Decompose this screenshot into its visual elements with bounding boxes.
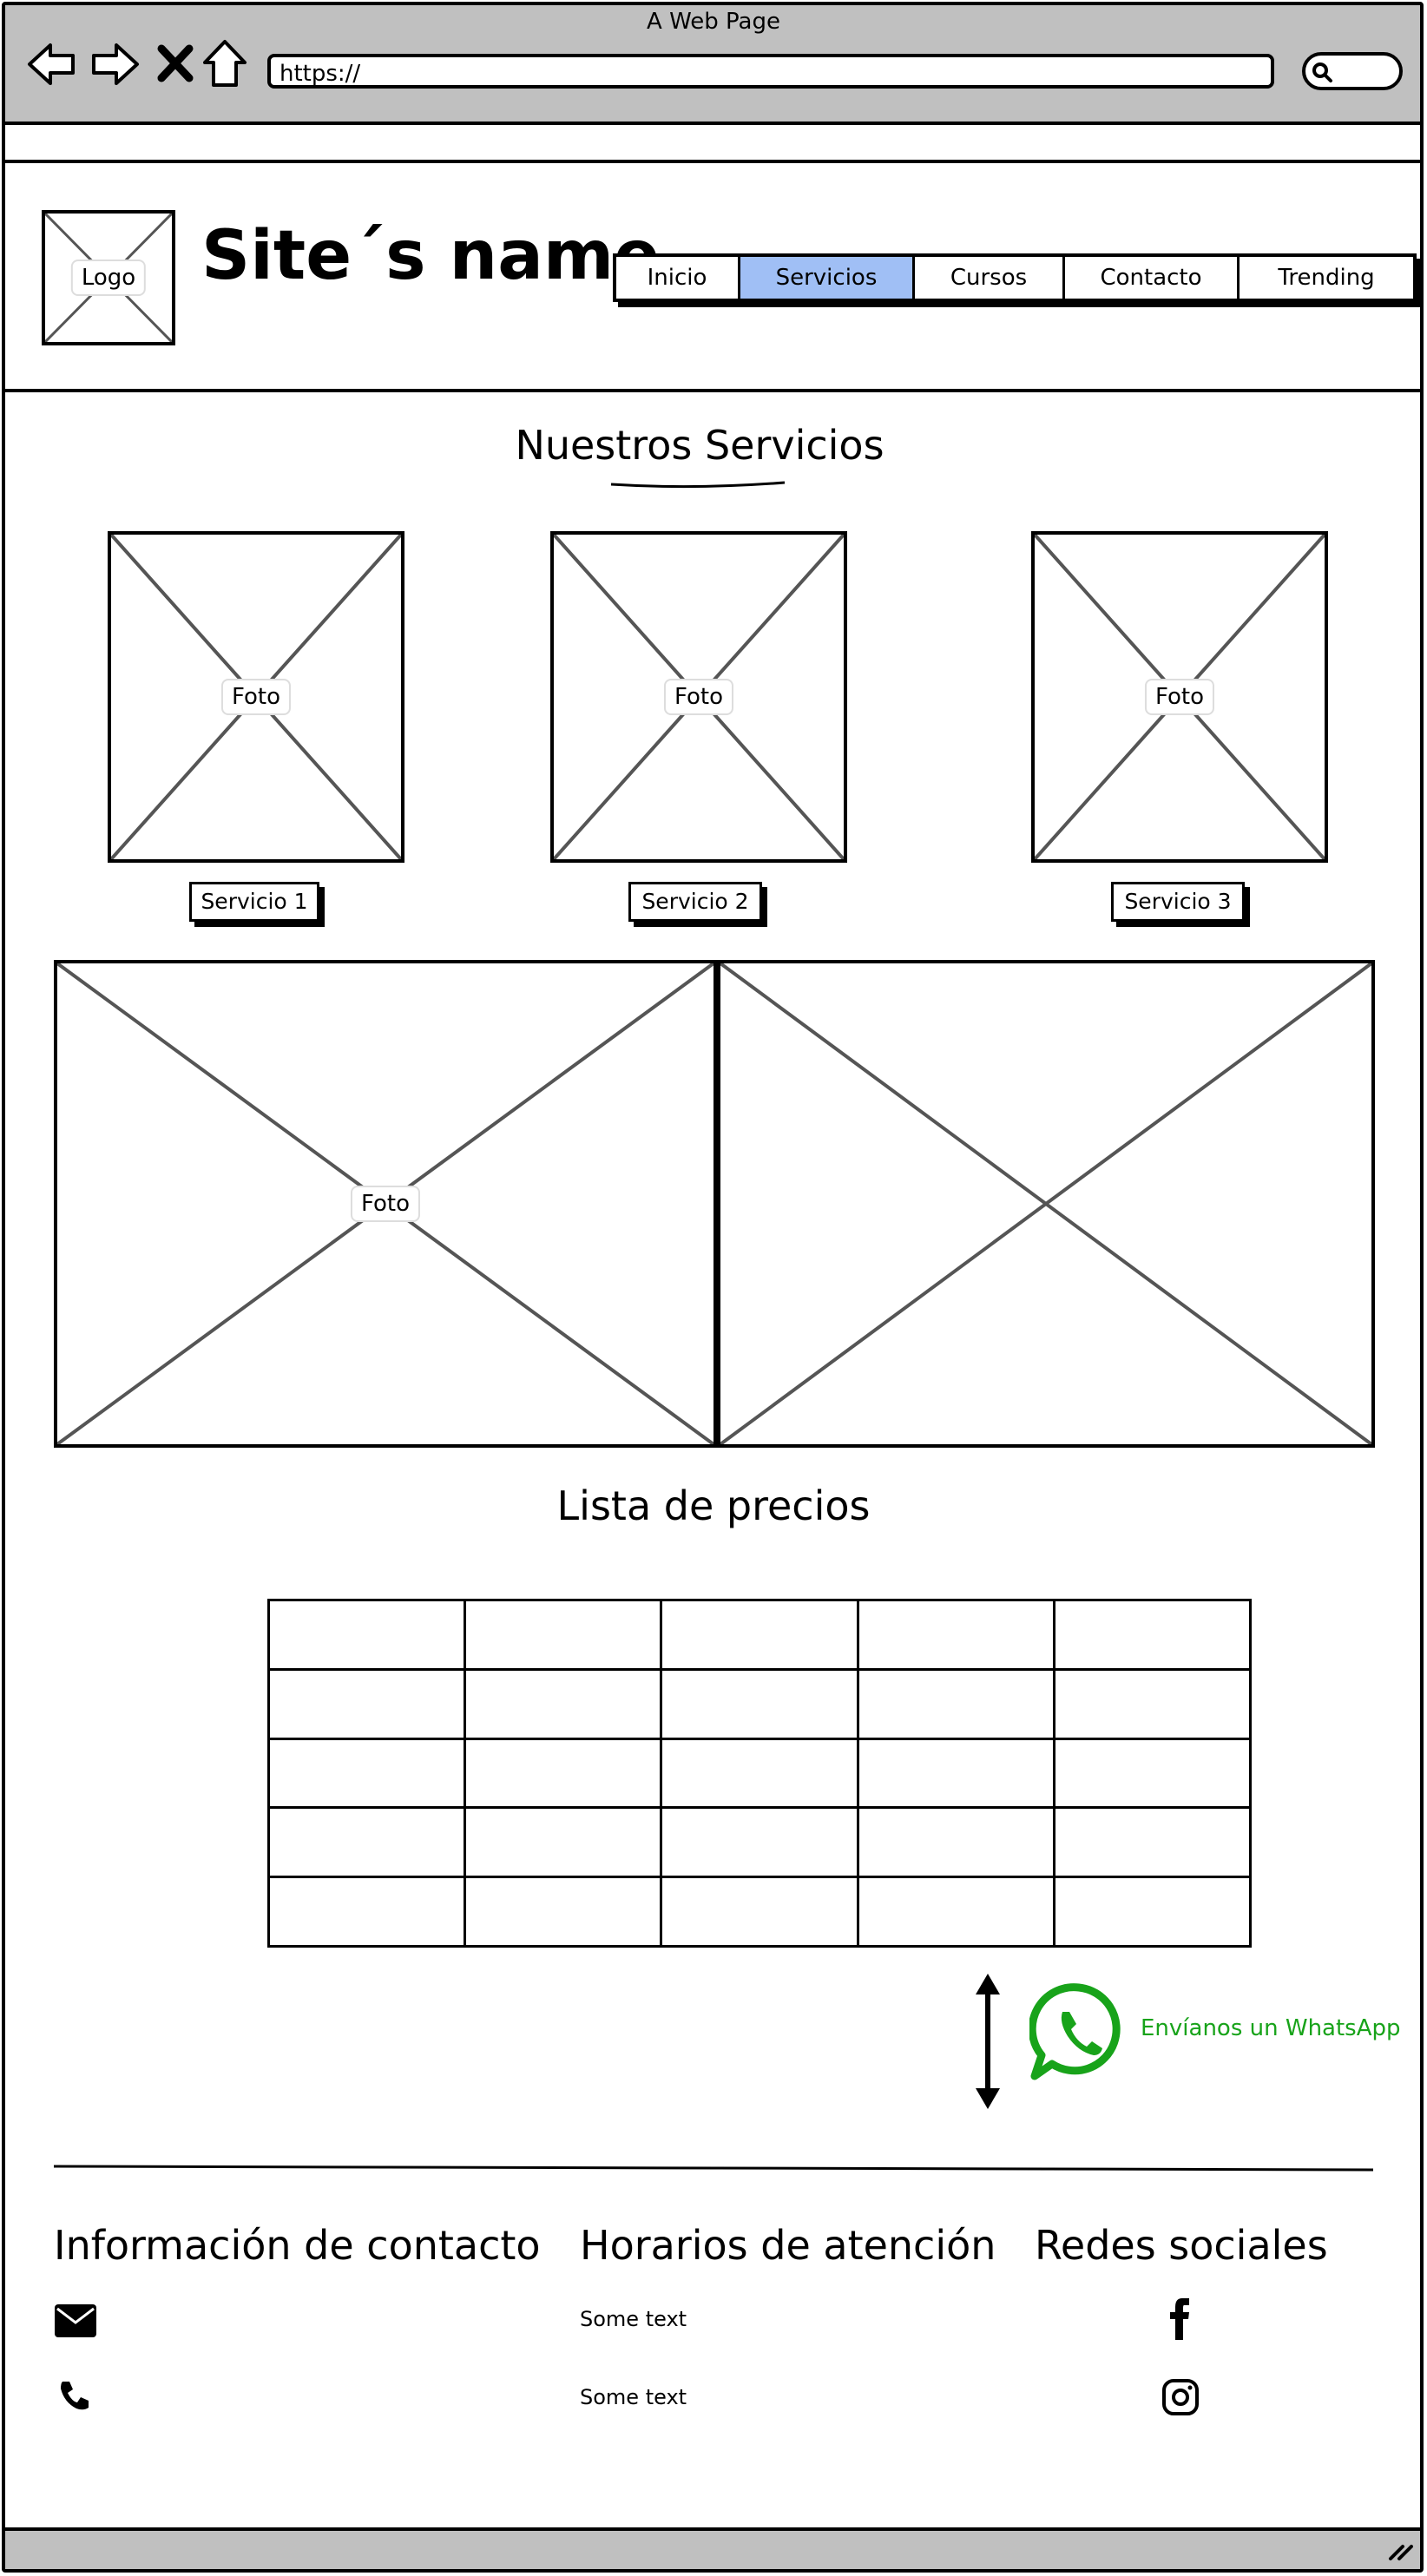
photo-label: Foto <box>350 1186 421 1222</box>
price-cell <box>266 1667 467 1740</box>
nav-item-contacto[interactable]: Contacto <box>1065 257 1240 299</box>
nav-item-cursos[interactable]: Cursos <box>915 257 1065 299</box>
instagram-icon[interactable] <box>1161 2378 1200 2416</box>
hours-line-2: Some text <box>580 2385 687 2409</box>
site-name: Site´s name <box>201 217 661 295</box>
prices-title: Lista de precios <box>556 1482 871 1529</box>
price-cell <box>660 1599 859 1671</box>
banner-photo-right <box>717 960 1375 1448</box>
title-underline <box>610 481 786 489</box>
whatsapp-icon[interactable] <box>1029 1981 1128 2081</box>
envelope-icon <box>55 2304 96 2337</box>
price-cell <box>1052 1667 1253 1740</box>
resize-arrow-icon <box>976 1974 1000 2109</box>
social-title: Redes sociales <box>1035 2222 1328 2269</box>
price-cell <box>856 1806 1055 1879</box>
nav-item-trending[interactable]: Trending <box>1278 265 1375 291</box>
service-3-photo: Foto <box>1031 531 1328 863</box>
service-2-button[interactable]: Servicio 2 <box>628 882 762 922</box>
price-row <box>266 1876 1253 1948</box>
phone-icon <box>61 2382 89 2410</box>
price-cell <box>1052 1599 1253 1671</box>
window-title: A Web Page <box>647 9 780 35</box>
browser-search-field[interactable] <box>1302 52 1403 90</box>
logo-label: Logo <box>70 260 147 296</box>
price-cell <box>464 1876 663 1948</box>
price-cell <box>856 1599 1055 1671</box>
price-cell <box>266 1599 467 1671</box>
price-cell <box>1052 1806 1253 1879</box>
forward-icon[interactable] <box>89 40 141 89</box>
hours-title: Horarios de atención <box>580 2222 996 2269</box>
banner-photo-left: Foto <box>54 960 717 1448</box>
main-nav: Inicio Servicios Cursos Contacto Trendin… <box>613 253 1417 302</box>
price-cell <box>856 1667 1055 1740</box>
price-cell <box>660 1876 859 1948</box>
photo-label: Foto <box>663 679 734 715</box>
price-cell <box>464 1667 663 1740</box>
facebook-icon[interactable] <box>1167 2298 1193 2340</box>
browser-status-bar <box>5 2527 1420 2569</box>
footer-divider <box>53 2165 1374 2172</box>
whatsapp-link[interactable]: Envíanos un WhatsApp <box>1141 2015 1401 2041</box>
nav-item-servicios[interactable]: Servicios <box>740 257 915 299</box>
service-2-photo: Foto <box>550 531 847 863</box>
search-icon <box>1312 62 1332 82</box>
price-table <box>266 1599 1253 1948</box>
services-title: Nuestros Servicios <box>515 422 884 469</box>
price-cell <box>464 1737 663 1810</box>
price-cell <box>1052 1876 1253 1948</box>
resize-grip-icon[interactable] <box>1387 2540 1413 2562</box>
price-row <box>266 1806 1253 1879</box>
price-cell <box>660 1667 859 1740</box>
service-1-button[interactable]: Servicio 1 <box>189 882 319 922</box>
price-row <box>266 1599 1253 1671</box>
price-cell <box>660 1806 859 1879</box>
price-cell <box>464 1806 663 1879</box>
home-icon[interactable] <box>201 38 248 89</box>
price-cell <box>266 1876 467 1948</box>
browser-tabs-strip <box>5 125 1420 163</box>
nav-item-inicio[interactable]: Inicio <box>616 257 740 299</box>
address-bar[interactable]: https:// <box>267 54 1274 89</box>
price-cell <box>266 1806 467 1879</box>
photo-label: Foto <box>1144 679 1215 715</box>
price-cell <box>660 1737 859 1810</box>
service-3-button[interactable]: Servicio 3 <box>1111 882 1245 922</box>
service-1-photo: Foto <box>108 531 404 863</box>
back-icon[interactable] <box>26 40 78 89</box>
price-cell <box>266 1737 467 1810</box>
price-row <box>266 1737 1253 1810</box>
price-row <box>266 1667 1253 1740</box>
hours-line-1: Some text <box>580 2307 687 2331</box>
site-header <box>5 163 1420 392</box>
photo-label: Foto <box>220 679 292 715</box>
price-cell <box>1052 1737 1253 1810</box>
logo-placeholder: Logo <box>42 210 175 345</box>
price-cell <box>464 1599 663 1671</box>
contact-title: Información de contacto <box>54 2222 541 2269</box>
price-cell <box>856 1737 1055 1810</box>
stop-icon[interactable] <box>156 43 194 83</box>
price-cell <box>856 1876 1055 1948</box>
